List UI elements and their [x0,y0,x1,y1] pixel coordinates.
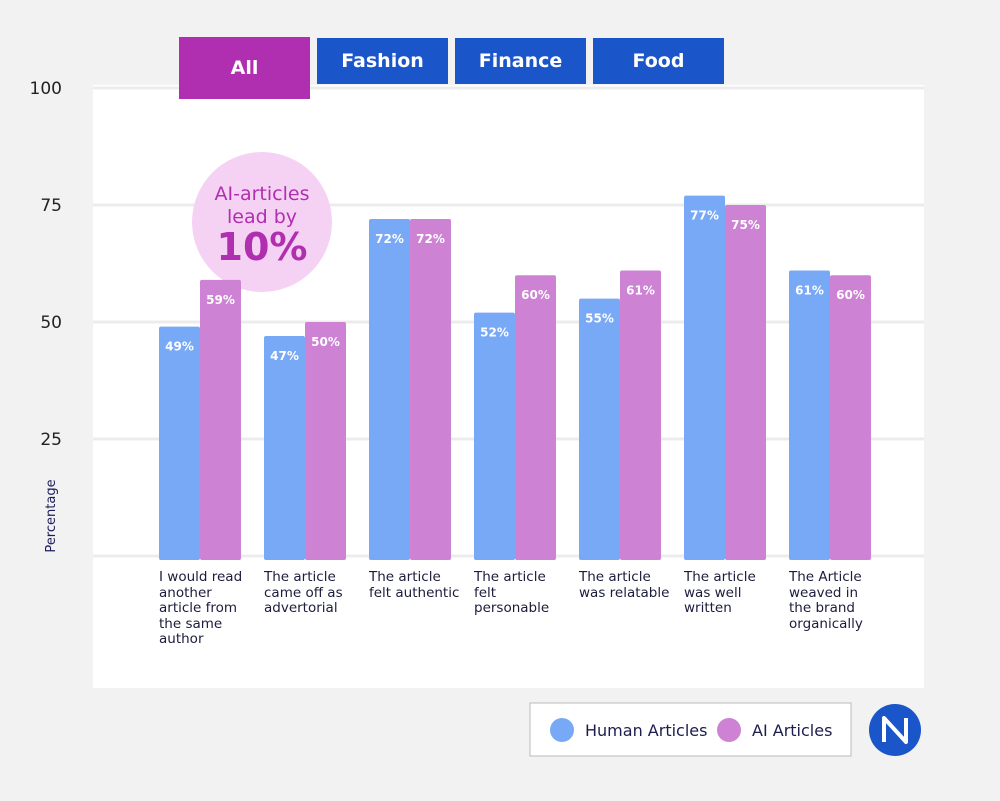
value-label: 60% [836,288,865,302]
bar [305,322,346,560]
tab[interactable]: All [179,37,310,99]
value-label: 52% [480,326,509,340]
tab[interactable]: Food [593,38,724,84]
x-tick-label: The article was well written [684,569,756,616]
y-tick-label: 100 [30,79,62,99]
bar [620,270,661,560]
value-label: 61% [626,284,655,298]
bar [200,279,241,560]
x-tick-label: I would read another article from the sa… [159,569,243,647]
value-label: 75% [731,218,760,232]
y-tick-label: 75 [40,196,62,216]
legend-swatch [717,718,741,742]
bar [159,326,200,560]
value-label: 72% [416,232,445,246]
tab[interactable]: Finance [455,38,586,84]
value-label: 61% [795,284,824,298]
legend-label: Human Articles [585,721,707,740]
bar [474,312,515,560]
value-label: 49% [165,340,194,354]
x-tick-label: The Article weaved in the brand organica… [789,569,863,632]
value-label: 50% [311,335,340,349]
y-tick-label: 50 [40,313,62,333]
legend-box [529,702,852,757]
value-label: 60% [521,288,550,302]
bar [789,270,830,560]
logo-mark [882,716,908,744]
bar [515,275,556,560]
x-tick-label: The article felt personable [474,569,550,616]
value-label: 55% [585,312,614,326]
x-tick-label: The article felt authentic [369,569,460,601]
bar [830,275,871,560]
x-tick-label: The article came off as advertorial [264,569,343,616]
legend-swatch [550,718,574,742]
bar [684,195,725,560]
bar [579,298,620,560]
value-label: 47% [270,349,299,363]
bar [369,219,410,561]
bar [410,219,451,561]
bar [264,336,305,560]
value-label: 59% [206,293,235,307]
value-label: 72% [375,232,404,246]
x-tick-label: The article was relatable [579,569,670,601]
annotation-highlight: 10% [217,225,308,269]
tab[interactable]: Fashion [317,38,448,84]
value-label: 77% [690,209,719,223]
legend-label: AI Articles [752,721,832,740]
bar [725,205,766,560]
annotation-bubble [192,152,332,292]
y-tick-label: 25 [40,430,62,450]
y-axis-label: Percentage [44,479,59,552]
annotation-text: AI-articles lead by [215,183,310,228]
